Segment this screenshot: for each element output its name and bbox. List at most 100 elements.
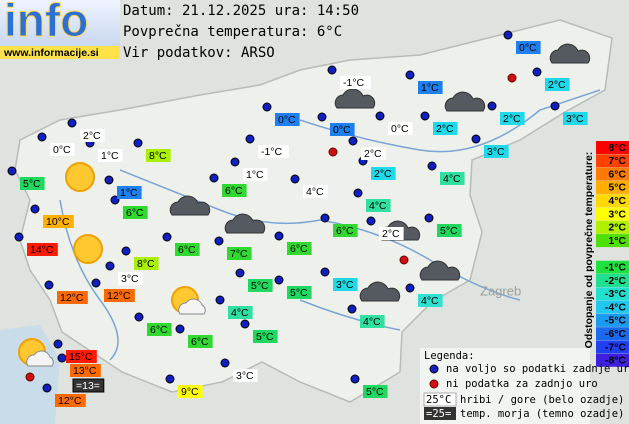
station-label: 1°C — [101, 150, 119, 162]
station-label: 0°C — [519, 42, 537, 54]
scale-label: 6°C — [608, 168, 626, 180]
station-dot — [550, 101, 560, 111]
cloud — [224, 213, 266, 234]
station-label: 1°C — [421, 82, 439, 94]
station-dot — [165, 374, 175, 384]
station-dot — [274, 231, 284, 241]
logo-strip — [0, 46, 120, 59]
station-label: 1°C — [246, 169, 264, 181]
scale-label: -7°C — [605, 341, 627, 353]
station-dot — [14, 232, 24, 242]
station-dot — [230, 157, 240, 167]
station-dot — [162, 232, 172, 242]
scale-label: -1°C — [605, 261, 627, 273]
cloud — [334, 88, 376, 109]
station-label: 12°C — [107, 290, 131, 302]
station-dot — [134, 312, 144, 322]
station-box — [66, 350, 97, 363]
cloud — [419, 260, 461, 281]
station-dot — [375, 111, 385, 121]
cloud — [444, 91, 486, 112]
station-box — [500, 112, 525, 125]
station-label: 2°C — [382, 228, 400, 240]
station-dot — [133, 138, 143, 148]
legend-sample-label: 25°C — [426, 394, 451, 406]
header-line: Datum: 21.12.2025 ura: 14:50 — [123, 3, 359, 19]
station-dot — [317, 112, 327, 122]
station-label: 12°C — [58, 395, 82, 407]
legend-title: Legenda: — [424, 350, 475, 362]
station-label: 4°C — [421, 295, 439, 307]
scale-label: -2°C — [605, 275, 627, 287]
station-label: 12°C — [60, 292, 84, 304]
legend-text: temp. morja (temno ozadje) — [460, 408, 624, 420]
station-label: 7°C — [230, 248, 248, 260]
station-box — [418, 294, 443, 307]
station-box — [227, 247, 252, 260]
scale-label: 8°C — [608, 142, 626, 154]
station-box — [433, 122, 458, 135]
station-label: 1°C — [120, 187, 138, 199]
station-box — [178, 385, 203, 398]
legend-text: na voljo so podatki zadnje ure — [446, 363, 629, 375]
station-dot — [235, 268, 245, 278]
station-box — [188, 335, 213, 348]
scale-swatch — [596, 154, 629, 168]
scale-swatch — [596, 340, 629, 354]
station-dot — [366, 216, 376, 226]
station-label: 2°C — [548, 79, 566, 91]
scale-label: -3°C — [605, 288, 627, 300]
station-label: 4°C — [306, 186, 324, 198]
scale-swatch — [596, 207, 629, 221]
station-box — [388, 122, 413, 135]
station-box — [258, 145, 289, 158]
station-box — [228, 306, 253, 319]
station-dot — [42, 383, 52, 393]
station-label: 6°C — [225, 185, 243, 197]
station-label: 14°C — [30, 244, 54, 256]
station-label: 6°C — [178, 244, 196, 256]
station-box — [484, 145, 509, 158]
station-dot — [347, 304, 357, 314]
station-label: 4°C — [363, 316, 381, 328]
station-dot — [487, 101, 497, 111]
station-label: 9°C — [181, 386, 199, 398]
station-box — [72, 378, 105, 393]
station-dot — [320, 267, 330, 277]
station-dot — [91, 278, 101, 288]
station-label: 5°C — [251, 280, 269, 292]
station-box — [57, 291, 88, 304]
station-box — [233, 369, 258, 382]
station-dot — [532, 67, 542, 77]
cloud — [169, 195, 211, 216]
scale-swatch — [596, 313, 629, 327]
station-dot — [405, 283, 415, 293]
station-dot — [353, 188, 363, 198]
scale-swatch — [596, 274, 629, 287]
station-box — [175, 243, 200, 256]
station-box — [50, 143, 75, 156]
station-label: 3°C — [236, 370, 254, 382]
station-box — [20, 177, 45, 190]
station-label: 5°C — [366, 386, 384, 398]
station-label: 0°C — [278, 114, 296, 126]
city-label: Zagreb — [480, 283, 521, 298]
station-box — [43, 215, 74, 228]
station-dot — [320, 213, 330, 223]
station-dot — [348, 136, 358, 146]
station-box — [248, 279, 273, 292]
station-box — [360, 315, 385, 328]
station-dot — [350, 374, 360, 384]
scale-swatch — [596, 300, 629, 314]
station-box — [104, 289, 135, 302]
station-dot — [121, 246, 131, 256]
scale-swatch — [596, 327, 629, 341]
station-box — [333, 224, 358, 237]
station-box — [287, 242, 312, 255]
station-label: 8°C — [137, 258, 155, 270]
station-label: 5°C — [256, 331, 274, 343]
station-box — [27, 243, 58, 256]
station-dot — [215, 295, 225, 305]
station-dot — [327, 65, 337, 75]
station-dots — [7, 30, 560, 393]
